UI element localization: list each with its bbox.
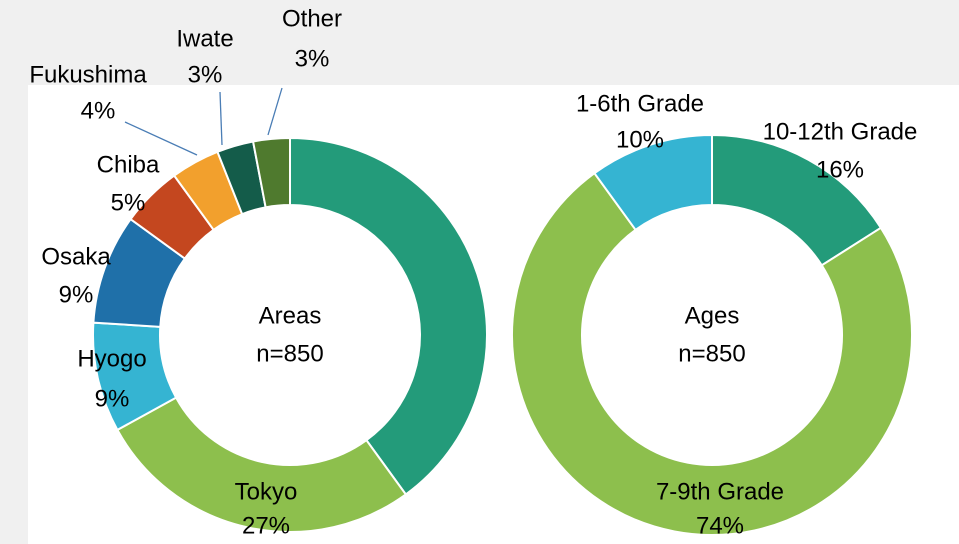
value-label: 9%	[95, 385, 130, 412]
leader-line	[124, 121, 198, 156]
slice-label: 7-9th Grade	[656, 478, 784, 505]
slice	[593, 133, 713, 232]
slice-label: 10-12th Grade	[763, 118, 918, 145]
slice-label: Fukushima	[29, 61, 147, 88]
leader-line	[219, 91, 223, 146]
center-title: Areas	[259, 302, 322, 329]
slice-label: Chiba	[97, 151, 160, 178]
slice-label: Tokyo	[235, 478, 298, 505]
value-label: 27%	[242, 512, 290, 539]
slice-label: Osaka	[41, 243, 111, 270]
slice	[251, 136, 291, 209]
value-label: 4%	[81, 97, 116, 124]
value-label: 3%	[188, 61, 223, 88]
slice-label: 1-6th Grade	[576, 90, 704, 117]
slice-label: Hyogo	[77, 345, 146, 372]
center-subtitle: n=850	[256, 340, 323, 367]
value-label: 16%	[816, 156, 864, 183]
value-label: 9%	[59, 281, 94, 308]
slices	[92, 133, 913, 536]
slice-label: Other	[282, 5, 342, 32]
center-subtitle: n=850	[678, 340, 745, 367]
leader-line	[267, 87, 283, 136]
value-label: 74%	[696, 512, 744, 539]
slice-label: Iwate	[176, 25, 233, 52]
value-label: 3%	[295, 45, 330, 72]
center-title: Ages	[685, 302, 740, 329]
slice	[289, 136, 488, 496]
slice	[116, 396, 408, 533]
slice	[511, 171, 913, 536]
value-label: 5%	[111, 189, 146, 216]
value-label: 10%	[616, 126, 664, 153]
